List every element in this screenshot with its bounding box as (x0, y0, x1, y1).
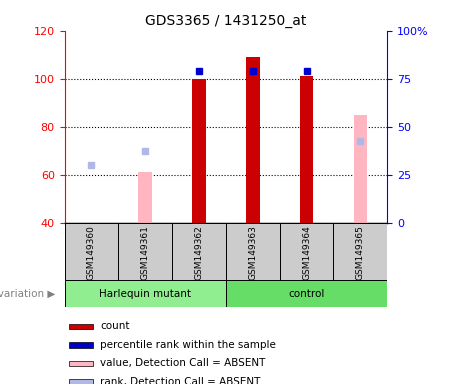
Title: GDS3365 / 1431250_at: GDS3365 / 1431250_at (145, 14, 307, 28)
Bar (65, 223, 118, 280)
Bar (354, 115, 367, 223)
Bar (69, 379, 93, 384)
Text: GSM149364: GSM149364 (302, 225, 311, 280)
Text: Harlequin mutant: Harlequin mutant (99, 289, 191, 299)
Bar (226, 223, 280, 280)
Text: control: control (289, 289, 325, 299)
Text: GSM149365: GSM149365 (356, 225, 365, 280)
Bar (69, 361, 93, 366)
Bar (69, 324, 93, 329)
Text: count: count (100, 321, 130, 331)
Text: rank, Detection Call = ABSENT: rank, Detection Call = ABSENT (100, 377, 260, 384)
Bar (246, 57, 260, 223)
Bar (333, 223, 387, 280)
Bar (118, 223, 172, 280)
Bar (172, 223, 226, 280)
Bar (138, 172, 152, 223)
Text: GSM149362: GSM149362 (195, 225, 203, 280)
Text: genotype/variation ▶: genotype/variation ▶ (0, 289, 55, 299)
Bar (192, 79, 206, 223)
Bar (69, 342, 93, 348)
Text: GSM149360: GSM149360 (87, 225, 96, 280)
Bar (226, 280, 387, 307)
Bar (300, 76, 313, 223)
Text: GSM149361: GSM149361 (141, 225, 150, 280)
Text: value, Detection Call = ABSENT: value, Detection Call = ABSENT (100, 358, 266, 368)
Text: percentile rank within the sample: percentile rank within the sample (100, 340, 276, 350)
Text: GSM149363: GSM149363 (248, 225, 257, 280)
Bar (280, 223, 333, 280)
Bar (65, 280, 226, 307)
